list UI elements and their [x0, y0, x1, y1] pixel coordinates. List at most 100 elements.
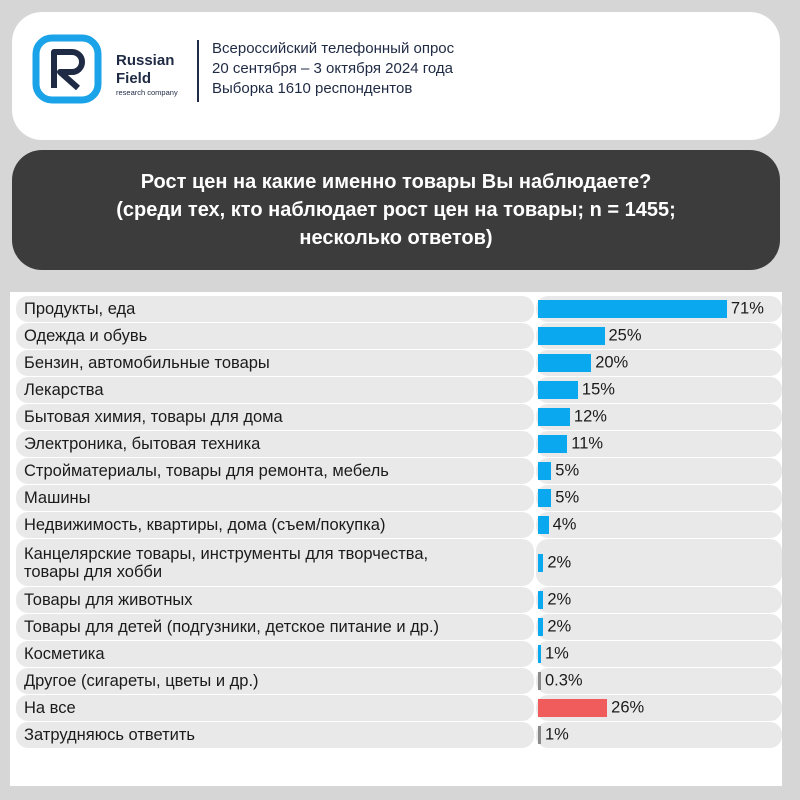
category-label: Лекарства — [16, 381, 104, 399]
category-label: Затрудняюсь ответить — [16, 726, 195, 744]
category-label-line: На все — [24, 699, 76, 717]
category-label-line: Товары для детей (подгузники, детское пи… — [24, 618, 440, 636]
chart-row: Лекарства 15% — [10, 377, 782, 403]
category-label-line: Бензин, автомобильные товары — [24, 354, 270, 372]
bar-chart: Продукты, еда 71% Одежда и обувь 25% Бензин,… — [10, 292, 782, 786]
category-label: Электроника, бытовая техника — [16, 435, 260, 453]
data-label: 0.3% — [545, 671, 583, 690]
category-label-cell: Канцелярские товары, инструменты для тво… — [16, 539, 534, 586]
category-label: Другое (сигареты, цветы и др.) — [16, 672, 259, 690]
bar — [538, 300, 727, 318]
category-label-line: Машины — [24, 489, 91, 507]
survey-line-3: Выборка 1610 респондентов — [212, 80, 413, 97]
chart-row: Товары для животных 2% — [10, 587, 782, 613]
bar — [538, 516, 549, 534]
category-label: Косметика — [16, 645, 105, 663]
category-label: Продукты, еда — [16, 300, 135, 318]
category-label-line: Косметика — [24, 645, 105, 663]
category-label: Машины — [16, 489, 91, 507]
survey-line-2: 20 сентября – 3 октября 2024 года — [212, 60, 453, 77]
bar — [538, 462, 552, 480]
bar — [538, 381, 578, 399]
category-label-cell: Затрудняюсь ответить — [16, 722, 534, 748]
brand-name: Russian Field — [116, 52, 174, 88]
brand-tagline: research company — [116, 88, 178, 97]
value-cell: 15% — [536, 377, 782, 403]
data-label: 2% — [547, 590, 572, 609]
chart-title-line-3: несколько ответов) — [299, 227, 493, 249]
category-label-line: Продукты, еда — [24, 300, 136, 318]
category-label: Стройматериалы, товары для ремонта, мебе… — [16, 462, 389, 480]
value-cell: 1% — [536, 722, 782, 748]
value-cell: 2% — [536, 539, 782, 586]
category-label-cell: Товары для животных — [16, 587, 534, 613]
category-label-cell: Товары для детей (подгузники, детское пи… — [16, 614, 534, 640]
data-label: 11% — [571, 434, 604, 453]
category-label-cell: Бытовая химия, товары для дома — [16, 404, 534, 430]
category-label: На все — [16, 699, 76, 717]
value-cell: 26% — [536, 695, 782, 721]
category-label-line: Одежда и обувь — [24, 327, 148, 345]
value-cell: 12% — [536, 404, 782, 430]
value-cell: 5% — [536, 485, 782, 511]
bar — [538, 618, 544, 636]
chart-row: Недвижимость, квартиры, дома (съем/покуп… — [10, 512, 782, 538]
value-cell: 4% — [536, 512, 782, 538]
brand-name-line1: Russian — [116, 52, 175, 69]
category-label-line: Стройматериалы, товары для ремонта, мебе… — [24, 462, 389, 480]
category-label-cell: Косметика — [16, 641, 534, 667]
category-label-line: Канцелярские товары, инструменты для тво… — [24, 544, 429, 563]
category-label: Недвижимость, квартиры, дома (съем/покуп… — [16, 516, 385, 534]
brand-name-line2: Field — [116, 70, 152, 87]
data-label: 5% — [555, 488, 580, 507]
category-label-line: Бытовая химия, товары для дома — [24, 408, 283, 426]
chart-row: Канцелярские товары, инструменты для тво… — [10, 539, 782, 586]
data-label: 25% — [608, 326, 642, 345]
bar — [538, 435, 568, 453]
data-label: 1% — [545, 644, 569, 663]
value-cell: 20% — [536, 350, 782, 376]
bar — [538, 672, 541, 690]
category-label-line: товары для хобби — [24, 562, 163, 581]
category-label-cell: Машины — [16, 485, 534, 511]
category-label: Канцелярские товары, инструменты для тво… — [16, 545, 428, 581]
chart-title-line-2: (среди тех, кто наблюдает рост цен на то… — [116, 199, 676, 221]
value-cell: 11% — [536, 431, 782, 457]
chart-row: Стройматериалы, товары для ремонта, мебе… — [10, 458, 782, 484]
bar — [538, 489, 552, 507]
category-label-cell: Недвижимость, квартиры, дома (съем/покуп… — [16, 512, 534, 538]
chart-row: Машины 5% — [10, 485, 782, 511]
data-label: 4% — [552, 515, 577, 534]
category-label-cell: Продукты, еда — [16, 296, 534, 322]
category-label: Товары для детей (подгузники, детское пи… — [16, 618, 439, 636]
bar — [538, 726, 541, 744]
bar — [538, 553, 544, 572]
bar — [538, 699, 608, 717]
category-label-line: Электроника, бытовая техника — [24, 435, 261, 453]
bar — [538, 327, 605, 345]
bar — [538, 354, 592, 372]
chart-row: Другое (сигареты, цветы и др.) 0.3% — [10, 668, 782, 694]
bar — [538, 645, 541, 663]
value-cell: 0.3% — [536, 668, 782, 694]
chart-row: Косметика 1% — [10, 641, 782, 667]
russian-field-logo-icon — [32, 34, 102, 104]
survey-info: Всероссийский телефонный опрос 20 сентяб… — [212, 39, 454, 99]
data-label: 1% — [545, 725, 569, 744]
value-cell: 5% — [536, 458, 782, 484]
category-label-cell: Бензин, автомобильные товары — [16, 350, 534, 376]
category-label-line: Затрудняюсь ответить — [24, 726, 196, 744]
chart-row: Затрудняюсь ответить 1% — [10, 722, 782, 748]
category-label-line: Лекарства — [24, 381, 104, 399]
category-label-cell: Лекарства — [16, 377, 534, 403]
chart-title: Рост цен на какие именно товары Вы наблю… — [12, 150, 780, 270]
category-label: Бензин, автомобильные товары — [16, 354, 270, 372]
chart-row: Электроника, бытовая техника 11% — [10, 431, 782, 457]
header-divider — [197, 40, 199, 102]
category-label-line: Недвижимость, квартиры, дома (съем/покуп… — [24, 516, 386, 534]
data-label: 2% — [547, 617, 572, 636]
data-label: 2% — [547, 553, 572, 571]
data-label: 12% — [573, 407, 607, 426]
value-cell: 71% — [536, 296, 782, 322]
value-cell: 25% — [536, 323, 782, 349]
